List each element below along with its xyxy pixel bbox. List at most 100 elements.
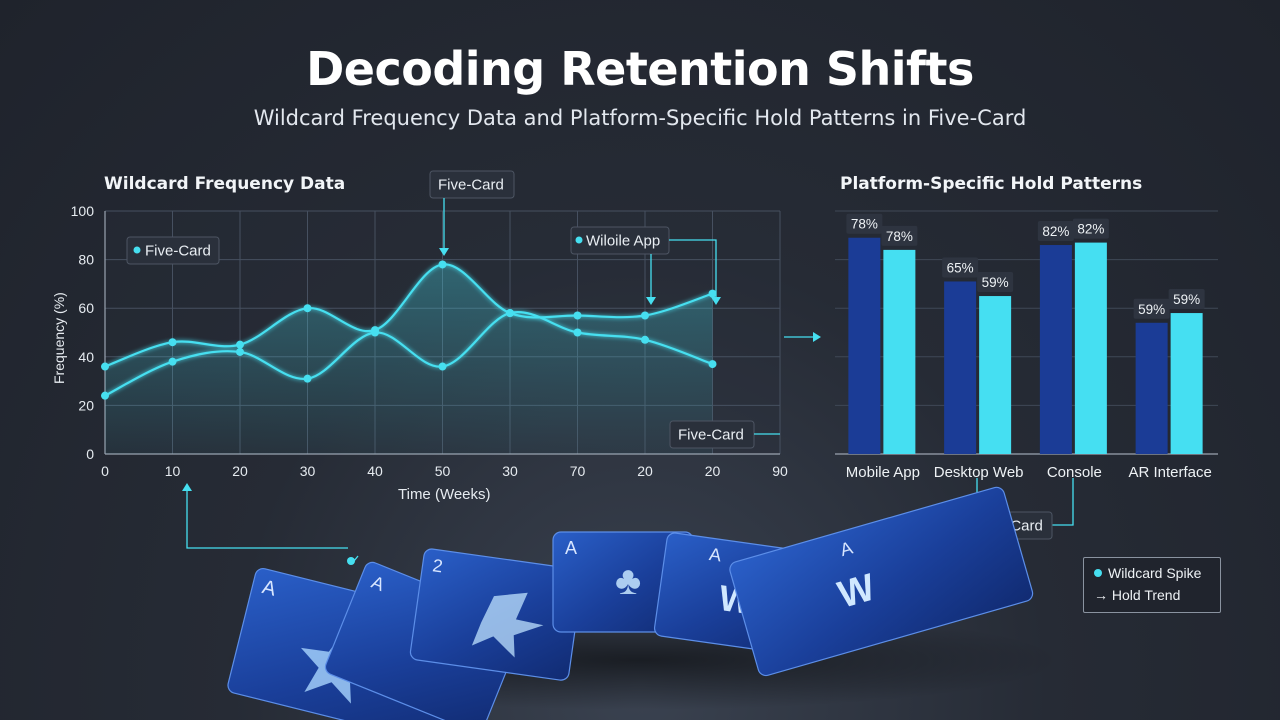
bar-1 — [1135, 322, 1168, 454]
legend-label: Wildcard Spike — [1108, 565, 1202, 581]
x-tick-label: 20 — [637, 463, 653, 479]
data-label-bg — [977, 272, 1014, 293]
bar-2 — [979, 296, 1012, 454]
bar-1 — [944, 281, 977, 454]
legend-label: → Hold Trend — [1094, 587, 1181, 603]
x-tick-label: 50 — [435, 463, 451, 479]
data-point — [506, 309, 514, 318]
svg-text:Five-Card: Five-Card — [145, 243, 211, 260]
svg-text:A: A — [565, 538, 577, 558]
data-label: 59% — [1138, 302, 1165, 317]
data-point — [641, 335, 649, 344]
line-chart-title: Wildcard Frequency Data — [104, 174, 346, 194]
data-point — [708, 289, 717, 298]
data-point — [438, 362, 447, 371]
y-tick-label: 40 — [78, 349, 94, 365]
data-point — [168, 338, 177, 347]
data-label: 78% — [851, 217, 878, 232]
data-label: 59% — [1173, 292, 1200, 307]
data-point — [236, 340, 244, 349]
bar-2 — [1074, 242, 1107, 454]
y-tick-label: 20 — [78, 397, 94, 413]
svg-text:Five-Card: Five-Card — [678, 427, 744, 444]
line-series-2 — [104, 310, 713, 397]
data-point — [101, 391, 109, 400]
category-label: Console — [1047, 464, 1102, 481]
category-label: Desktop Web — [934, 464, 1024, 481]
data-point — [708, 360, 717, 369]
data-point — [573, 311, 582, 320]
data-point — [236, 347, 244, 356]
page-title: Decoding Retention Shifts — [306, 42, 974, 96]
svg-text:♣: ♣ — [615, 559, 641, 603]
bar-1 — [848, 237, 881, 454]
card-3: 2 — [409, 548, 584, 681]
x-tick-label: 0 — [101, 463, 109, 479]
svg-text:A: A — [708, 544, 723, 565]
line-chart-area — [105, 264, 713, 454]
x-tick-label: 40 — [367, 463, 383, 479]
data-label: 82% — [1042, 224, 1069, 239]
data-label-bg — [881, 225, 918, 246]
data-point — [371, 328, 379, 337]
card-6: A W — [729, 486, 1034, 677]
line-area-fill — [105, 264, 713, 454]
card-fan-illustration: A A 2 A ♣ A W A W — [220, 486, 1060, 720]
bar-chart-labels: 78% 78% Mobile App 65% 59% Desktop Web 82% 82% C… — [846, 213, 1212, 481]
data-point — [303, 304, 312, 313]
annotation-five-card-right: Five-Card — [669, 420, 780, 449]
annotation-five-card-top: Five-Card — [429, 170, 515, 256]
data-label-bg — [1133, 298, 1170, 319]
data-label: 78% — [886, 229, 913, 244]
bar-chart-title: Platform-Specific Hold Patterns — [840, 174, 1143, 194]
bar-chart-bars — [848, 237, 1203, 454]
line-chart-ticks: 0 20 40 60 80 100 0 10 20 30 40 50 30 70 20 20 90 — [71, 203, 788, 479]
legend-item-hold-trend: → Hold Trend — [1094, 587, 1180, 603]
bar-1 — [1039, 245, 1072, 454]
data-label-bg — [1072, 218, 1109, 239]
y-tick-label: 0 — [86, 446, 94, 462]
line-chart-series — [101, 260, 717, 400]
line-chart-xlabel: Time (Weeks) — [398, 486, 491, 503]
x-tick-label: 30 — [502, 463, 518, 479]
line-series-1 — [104, 263, 713, 368]
data-point — [303, 374, 312, 383]
data-label-bg — [1037, 221, 1074, 242]
data-point — [641, 311, 649, 320]
bar-2 — [1170, 313, 1203, 454]
legend: Wildcard Spike → Hold Trend — [1083, 557, 1221, 613]
data-point — [101, 362, 109, 371]
y-tick-label: 80 — [78, 252, 94, 268]
x-tick-label: 30 — [300, 463, 316, 479]
svg-text:Five-Card: Five-Card — [438, 177, 504, 194]
y-tick-label: 60 — [78, 300, 94, 316]
legend-item-wildcard-spike: Wildcard Spike — [1094, 565, 1201, 581]
data-label-bg — [942, 257, 979, 278]
bar-2 — [883, 249, 916, 454]
svg-text:A: A — [260, 576, 279, 601]
data-label-bg — [1168, 289, 1205, 310]
category-label: Mobile App — [846, 464, 920, 481]
data-label: 59% — [982, 275, 1009, 290]
x-tick-label: 70 — [570, 463, 586, 479]
connector-arrow-right — [784, 332, 821, 342]
data-label: 82% — [1077, 222, 1104, 237]
category-label: AR Interface — [1128, 464, 1211, 481]
svg-text:Wiloile App: Wiloile App — [586, 233, 660, 250]
data-label-bg — [846, 213, 883, 234]
legend-dot-icon — [1094, 569, 1102, 577]
annotation-wiloile-app: Wiloile App — [570, 226, 721, 305]
y-tick-label: 100 — [71, 203, 95, 219]
line-chart-ylabel: Frequency (%) — [51, 292, 67, 384]
data-point — [573, 328, 582, 337]
svg-text:2: 2 — [431, 555, 444, 576]
annotation-five-card-left: Five-Card — [126, 236, 220, 265]
page-subtitle: Wildcard Frequency Data and Platform-Spe… — [253, 106, 1027, 130]
x-tick-label: 20 — [705, 463, 721, 479]
data-point — [168, 357, 177, 366]
x-tick-label: 90 — [772, 463, 788, 479]
x-tick-label: 20 — [232, 463, 248, 479]
svg-text:A: A — [838, 538, 855, 561]
x-tick-label: 10 — [165, 463, 181, 479]
